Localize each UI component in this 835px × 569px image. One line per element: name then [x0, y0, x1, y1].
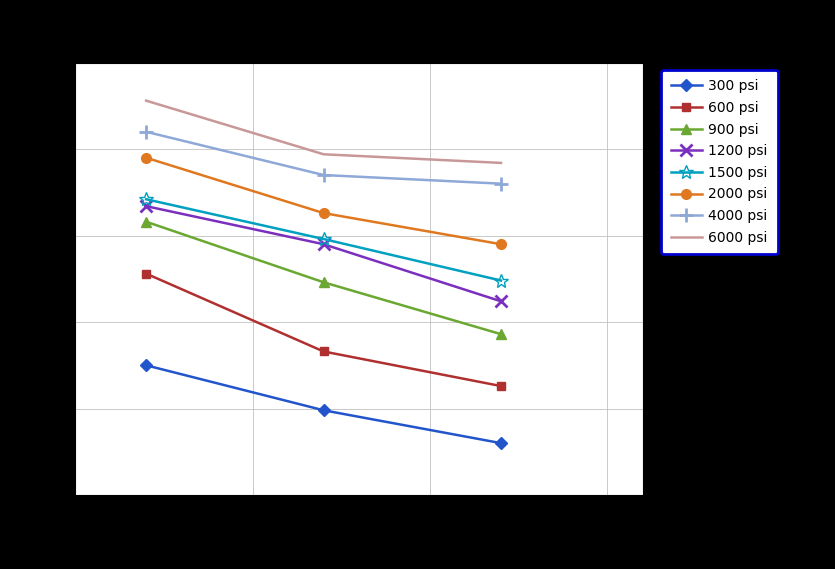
2000 psi [319, 209, 329, 216]
2000 psi [496, 241, 506, 248]
600 psi [319, 348, 329, 355]
1200 psi [496, 298, 506, 305]
900 psi [496, 331, 506, 337]
6000 psi [319, 151, 329, 158]
Line: 4000 psi: 4000 psi [139, 125, 508, 191]
1200 psi [141, 203, 151, 209]
Line: 2000 psi: 2000 psi [141, 153, 506, 249]
Line: 900 psi: 900 psi [141, 217, 506, 339]
1500 psi [141, 196, 151, 203]
Legend: 300 psi, 600 psi, 900 psi, 1200 psi, 1500 psi, 2000 psi, 4000 psi, 6000 psi: 300 psi, 600 psi, 900 psi, 1200 psi, 150… [661, 69, 777, 254]
4000 psi [319, 172, 329, 179]
2000 psi [141, 154, 151, 161]
Y-axis label: CO₂ solubility (SCF/STB): CO₂ solubility (SCF/STB) [13, 158, 31, 400]
Line: 600 psi: 600 psi [142, 270, 505, 390]
Title: CO₂ solubility versus temperature for distilled water: CO₂ solubility versus temperature for di… [50, 35, 668, 56]
600 psi [496, 382, 506, 389]
4000 psi [141, 129, 151, 135]
X-axis label: Temperature (°F): Temperature (°F) [272, 525, 446, 543]
300 psi [319, 407, 329, 414]
600 psi [141, 270, 151, 277]
300 psi [141, 362, 151, 369]
Line: 6000 psi: 6000 psi [146, 101, 501, 163]
6000 psi [496, 159, 506, 166]
Line: 300 psi: 300 psi [142, 361, 505, 447]
1500 psi [496, 277, 506, 284]
900 psi [319, 279, 329, 286]
Line: 1200 psi: 1200 psi [140, 200, 507, 308]
Line: 1500 psi: 1500 psi [139, 192, 508, 287]
6000 psi [141, 97, 151, 104]
4000 psi [496, 180, 506, 187]
1200 psi [319, 241, 329, 248]
300 psi [496, 440, 506, 447]
900 psi [141, 218, 151, 225]
1500 psi [319, 236, 329, 242]
